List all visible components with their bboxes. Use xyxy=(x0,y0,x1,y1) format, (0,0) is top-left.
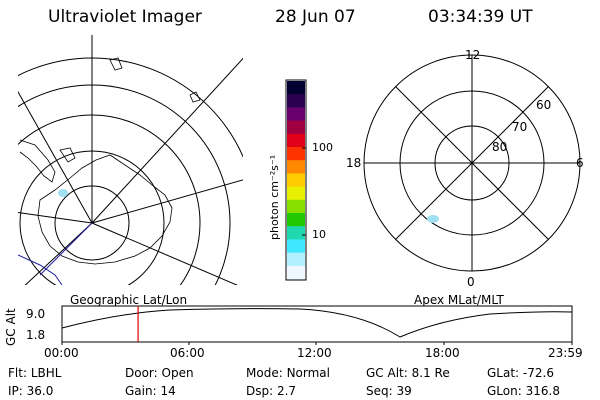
colorbar-tick-100: 100 xyxy=(312,141,333,154)
mlt-label-12: 12 xyxy=(465,48,481,62)
colorbar-cell xyxy=(287,199,305,214)
colorbar-cell xyxy=(287,94,305,108)
colorbar-cell xyxy=(287,147,305,161)
info-dsp: Dsp: 2.7 xyxy=(246,384,297,398)
date-label: 28 Jun 07 xyxy=(275,7,356,27)
colorbar-cell xyxy=(287,160,305,174)
colorbar-cell xyxy=(287,252,305,267)
colorbar-cell xyxy=(287,120,305,135)
mlat-label-70: 70 xyxy=(512,120,528,134)
info-gc-alt: GC Alt: 8.1 Re xyxy=(366,366,450,380)
timeline-ytick-1_8: 1.8 xyxy=(26,328,46,342)
info-mode: Mode: Normal xyxy=(246,366,330,380)
timeline-ylabel: GC Alt xyxy=(4,308,18,346)
timeline-xtick-1200: 12:00 xyxy=(297,346,332,360)
colorbar-cell xyxy=(287,81,305,95)
colorbar-cell xyxy=(287,265,305,280)
colorbar-cell xyxy=(287,213,305,227)
altitude-timeline xyxy=(61,305,573,345)
info-gain: Gain: 14 xyxy=(125,384,176,398)
info-ip: IP: 36.0 xyxy=(8,384,54,398)
orbit-track xyxy=(18,254,63,285)
timeline-ytick-9: 9.0 xyxy=(26,307,46,321)
mlt-label-18: 18 xyxy=(346,156,362,170)
colorbar-cell xyxy=(287,239,305,254)
timeline-xtick-1800: 18:00 xyxy=(425,346,460,360)
info-flt: Flt: LBHL xyxy=(8,366,62,380)
aurora-patch xyxy=(58,189,68,197)
info-glon: GLon: 316.8 xyxy=(487,384,560,398)
colorbar-cell xyxy=(287,107,305,122)
colorbar-unit-label: photon cm⁻²s⁻¹ xyxy=(268,154,281,240)
apex-polar-plot xyxy=(363,54,581,272)
info-glat: GLat: -72.6 xyxy=(487,366,554,380)
colorbar-cell xyxy=(287,186,305,201)
timeline-xtick-2359: 23:59 xyxy=(548,346,583,360)
mlt-label-0: 0 xyxy=(467,275,475,289)
altitude-curve xyxy=(61,308,573,338)
mlt-label-6: 6 xyxy=(576,156,584,170)
info-seq: Seq: 39 xyxy=(366,384,412,398)
colorbar-cell xyxy=(287,173,305,188)
apex-aurora-patch xyxy=(427,215,439,223)
apex-panel-caption: Apex MLat/MLT xyxy=(414,293,504,307)
colorbar xyxy=(285,79,307,281)
info-door: Door: Open xyxy=(125,366,194,380)
app-title: Ultraviolet Imager xyxy=(48,7,202,27)
mlat-label-60: 60 xyxy=(536,98,552,112)
colorbar-cell xyxy=(287,133,305,148)
time-label: 03:34:39 UT xyxy=(428,7,533,27)
geographic-map xyxy=(18,35,243,285)
timeline-xtick-0600: 06:00 xyxy=(170,346,205,360)
colorbar-cell xyxy=(287,226,305,240)
timeline-xtick-0000: 00:00 xyxy=(44,346,79,360)
mlat-label-80: 80 xyxy=(492,140,508,154)
colorbar-tick-10: 10 xyxy=(312,228,326,241)
geo-panel-caption: Geographic Lat/Lon xyxy=(70,293,188,307)
